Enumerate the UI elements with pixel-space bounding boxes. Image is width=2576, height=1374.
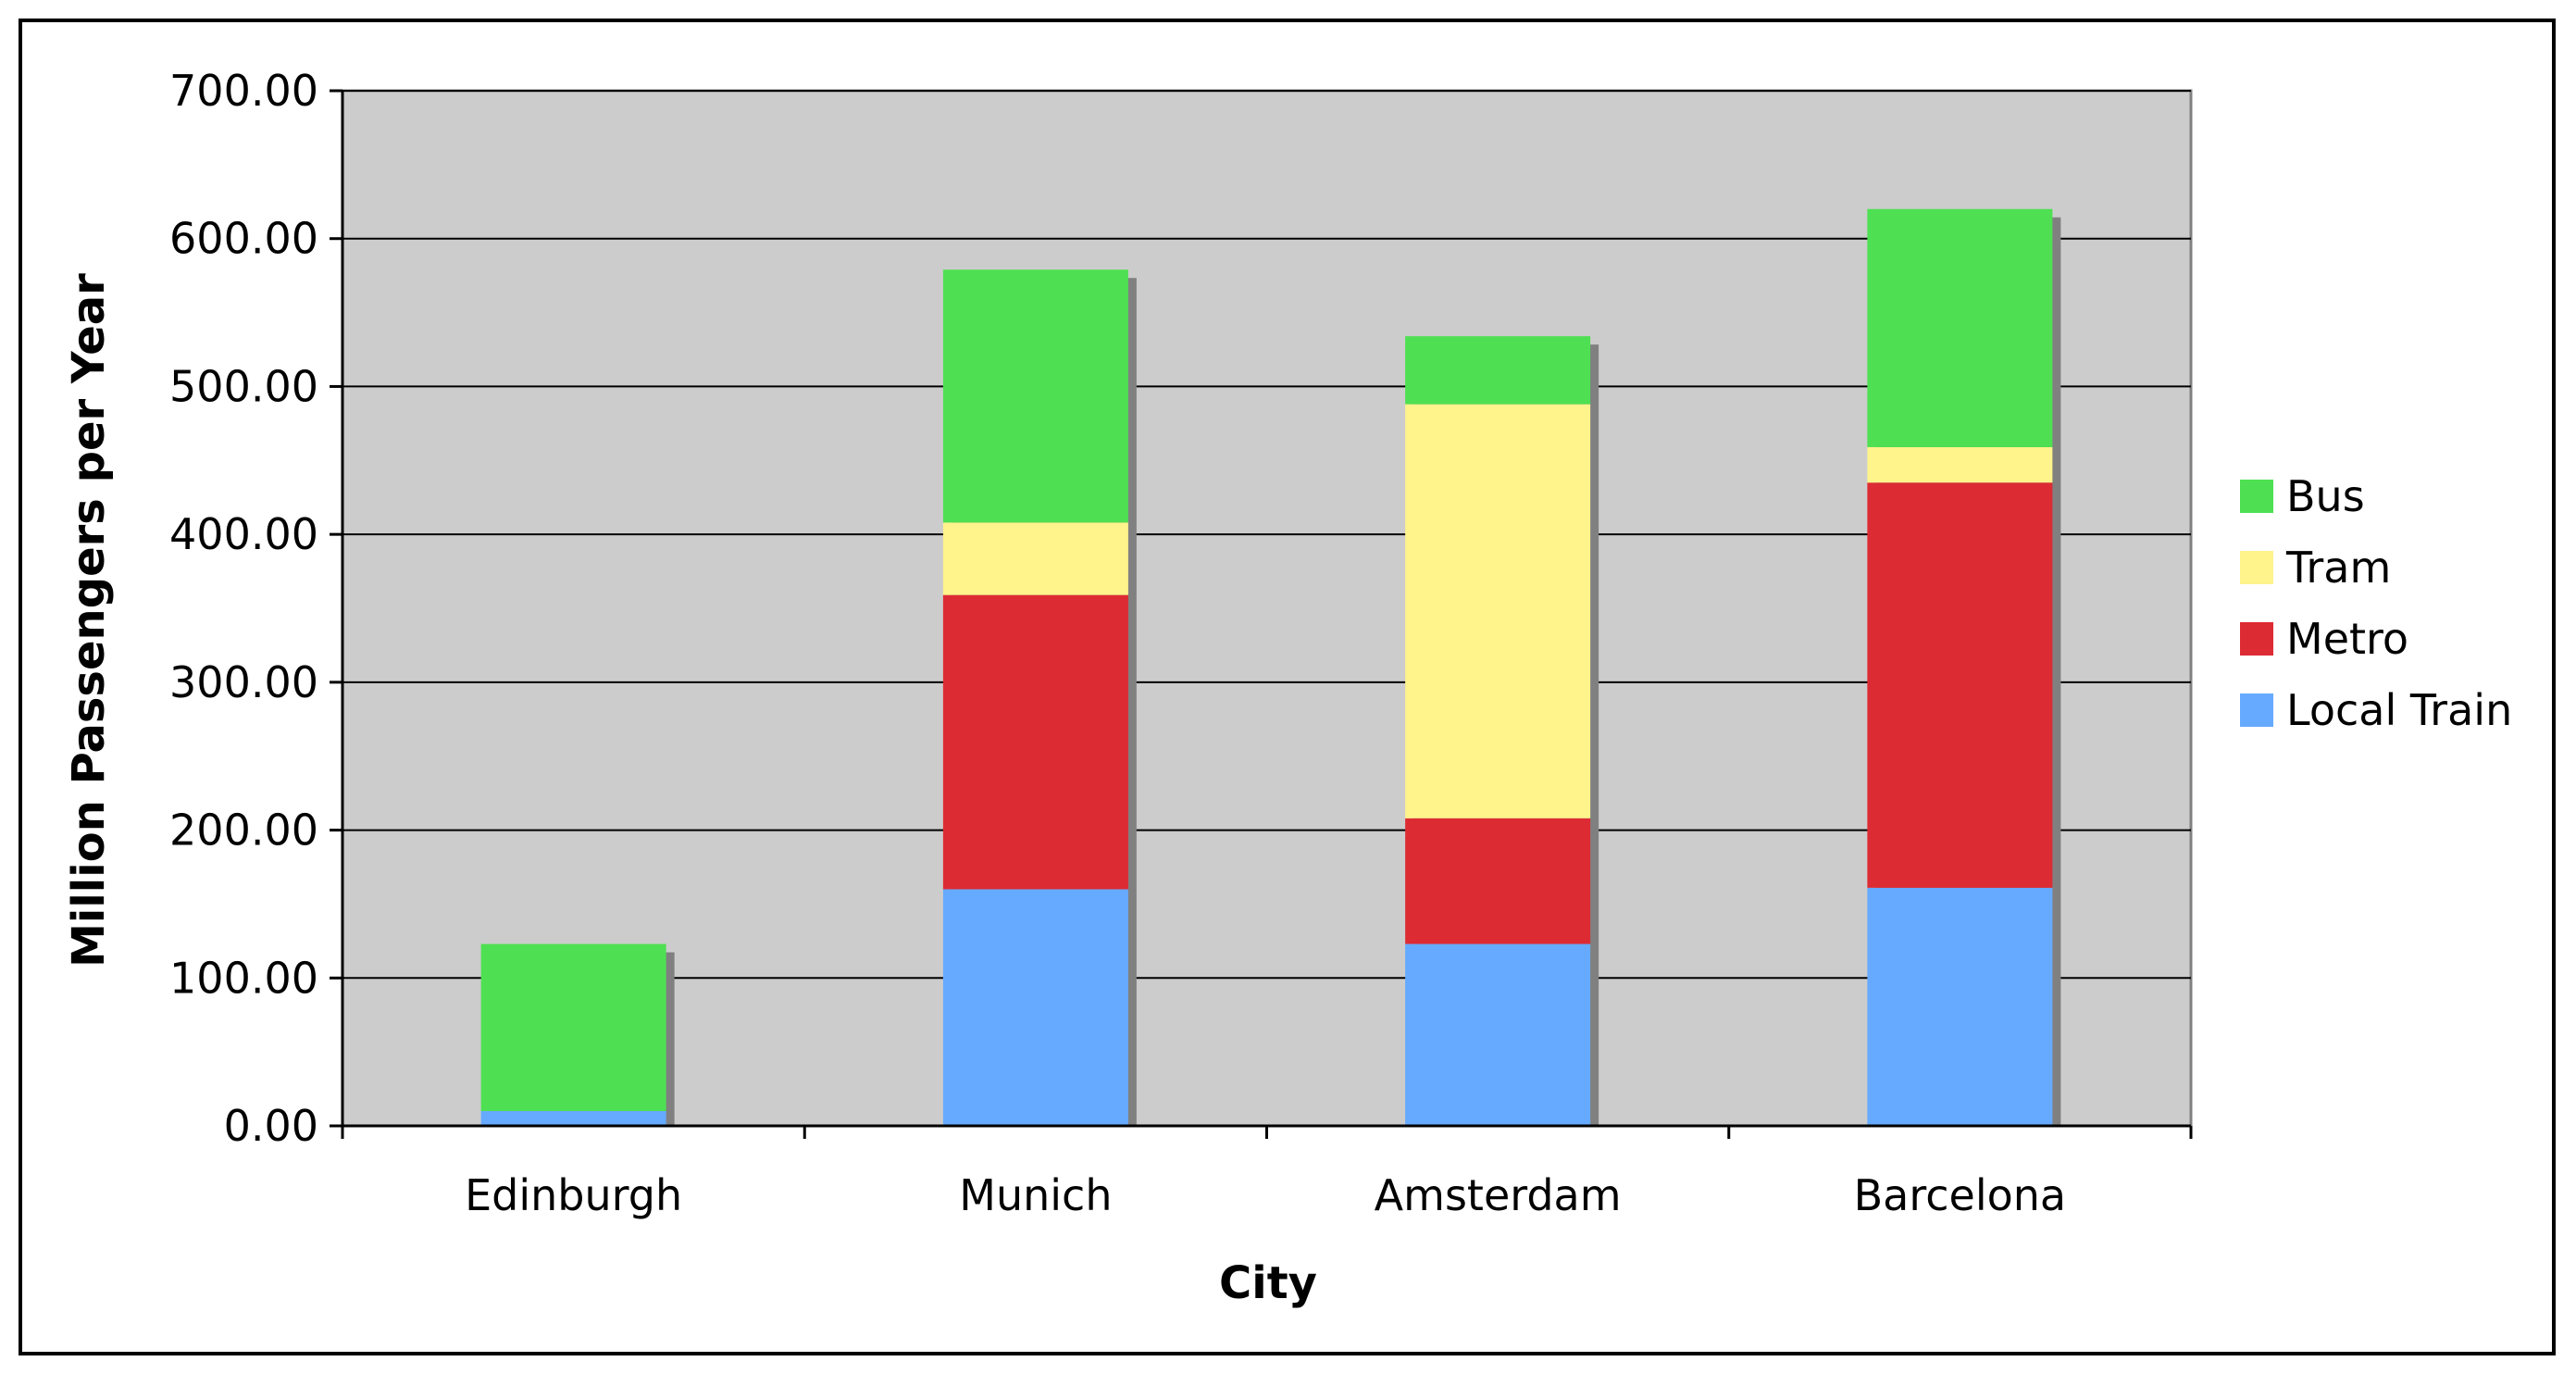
legend-swatch-metro — [2240, 622, 2273, 656]
x-category-label: Edinburgh — [465, 1170, 682, 1220]
legend: Bus Tram Metro Local Train — [2240, 471, 2512, 735]
bar-segment-local-train-edinburgh — [480, 1111, 666, 1126]
y-axis-ticks: 0.00 100.00 200.00 300.00 400.00 500.00 600.00… — [169, 66, 342, 1151]
axes — [330, 91, 2191, 1135]
x-category-label: Amsterdam — [1375, 1170, 1622, 1220]
legend-swatch-local-train — [2240, 693, 2273, 727]
bar-segment-tram-munich — [942, 522, 1128, 595]
bar-segment-tram-amsterdam — [1405, 404, 1591, 818]
x-axis-ticks: Edinburgh Munich Amsterdam Barcelona — [341, 1126, 2193, 1220]
y-tick-label: 500.00 — [169, 361, 318, 411]
y-tick-label: 200.00 — [169, 806, 318, 856]
bar-segment-metro-barcelona — [1867, 482, 2053, 888]
bar-segment-local-train-munich — [942, 889, 1128, 1126]
legend-label: Tram — [2285, 543, 2391, 593]
legend-swatch-bus — [2240, 480, 2273, 513]
bar-segment-bus-barcelona — [1867, 208, 2053, 447]
bar-segment-tram-barcelona — [1867, 446, 2053, 483]
legend-label: Metro — [2286, 614, 2408, 664]
y-tick-label: 100.00 — [169, 953, 318, 1003]
chart-frame — [19, 19, 2556, 1355]
y-tick-label: 0.00 — [224, 1101, 318, 1151]
bar-segment-bus-munich — [942, 269, 1128, 523]
legend-label: Bus — [2286, 471, 2365, 521]
y-tick-label: 600.00 — [169, 214, 318, 264]
bar-segment-local-train-barcelona — [1867, 887, 2053, 1126]
x-axis-title: City — [1219, 1257, 1317, 1309]
x-category-label: Munich — [959, 1170, 1112, 1220]
bar-segment-bus-amsterdam — [1405, 336, 1591, 405]
legend-label: Local Train — [2286, 685, 2512, 735]
y-tick-label: 300.00 — [169, 657, 318, 707]
bars — [480, 208, 2061, 1126]
legend-swatch-tram — [2240, 551, 2273, 584]
y-tick-label: 400.00 — [169, 509, 318, 559]
bar-segment-metro-amsterdam — [1405, 818, 1591, 944]
bar-segment-metro-munich — [942, 594, 1128, 890]
bar-segment-bus-edinburgh — [480, 943, 666, 1112]
bar-segment-local-train-amsterdam — [1405, 943, 1591, 1126]
y-tick-label: 700.00 — [169, 66, 318, 116]
x-category-label: Barcelona — [1854, 1170, 2067, 1220]
y-axis-title: Million Passengers per Year — [63, 273, 115, 968]
